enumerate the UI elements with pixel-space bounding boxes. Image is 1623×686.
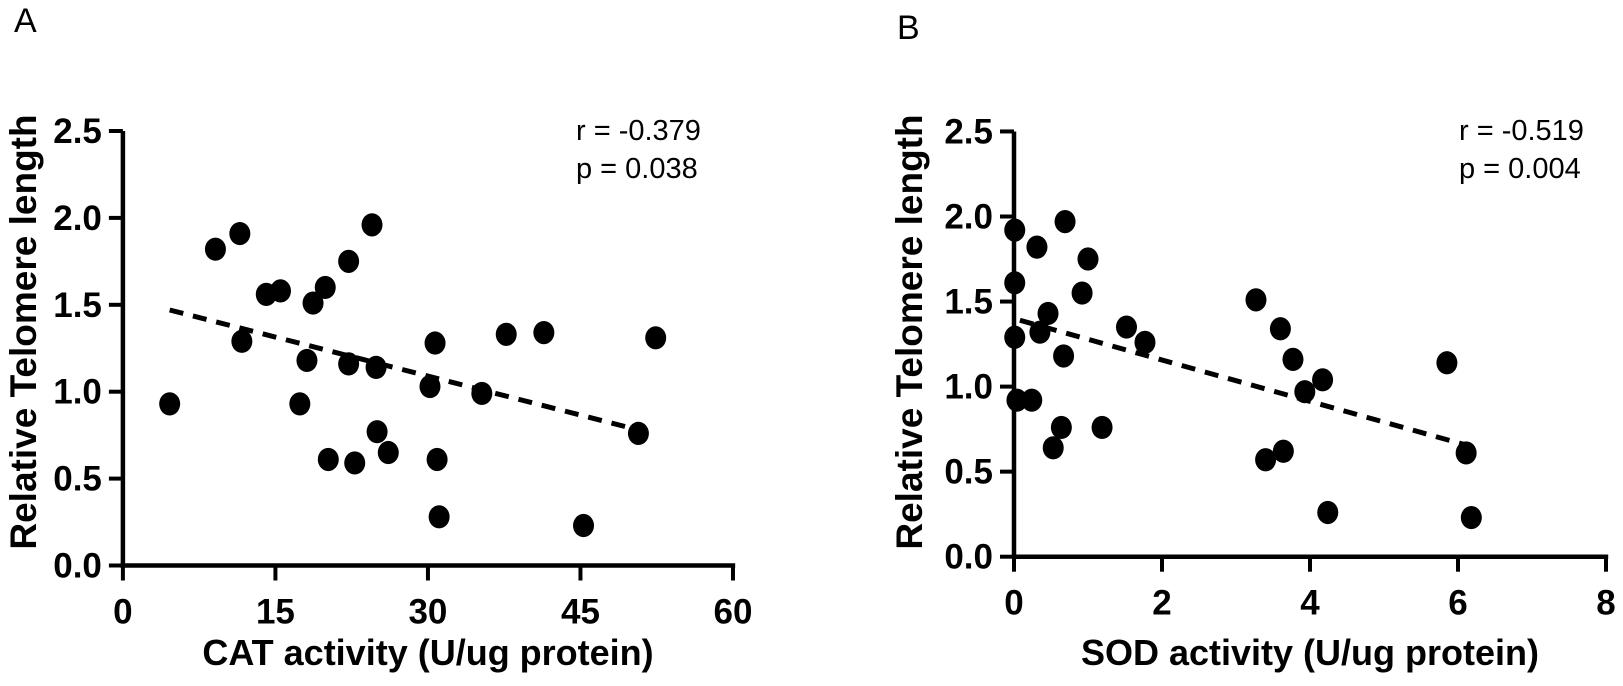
y-tick-label: 2.0 [944,198,993,237]
data-point [1294,380,1316,404]
data-point [338,249,360,273]
data-point [365,355,387,379]
x-tick-label: 4 [1300,584,1320,623]
panel-a-r-value: r = -0.379 [576,115,701,147]
data-point [573,513,595,538]
data-point [204,237,226,261]
data-point [1245,288,1267,312]
data-point [1460,505,1482,530]
panel-a-stats: r = -0.379 p = 0.038 [576,112,701,188]
y-tick-label: 2.5 [944,112,993,151]
data-point [229,221,251,246]
data-point [1269,317,1291,341]
y-tick-label: 2.5 [53,112,102,151]
data-point [1436,351,1458,375]
data-point [1054,210,1076,234]
data-point [270,279,292,303]
x-tick-label: 30 [408,593,447,632]
x-tick-label: 0 [1004,584,1023,623]
x-tick-label: 45 [561,593,600,632]
data-point [302,291,324,315]
data-point [645,326,667,350]
data-point [1004,325,1026,349]
x-tick-label: 6 [1448,584,1467,623]
data-point [533,321,555,345]
y-tick-label: 1.5 [944,283,993,322]
data-point [1115,315,1137,339]
data-point [419,374,441,399]
panel-b-r-value: r = -0.519 [1459,115,1584,147]
data-point [289,392,311,416]
data-point [1021,388,1043,412]
panel-a-y-axis-title: Relative Telomere length [3,114,44,550]
panel-b-stats: r = -0.519 p = 0.004 [1459,112,1584,188]
data-point [1077,247,1099,271]
data-point [1091,415,1113,440]
data-point [1042,436,1064,460]
data-point [159,392,181,416]
y-tick-label: 1.0 [944,368,993,407]
data-point [1312,368,1334,392]
data-point [231,329,253,353]
data-point [1029,320,1051,344]
panel-b-y-axis-title: Relative Telomere length [889,114,930,550]
panel-b-label: B [897,9,920,47]
data-point [471,381,493,406]
data-point [361,213,383,237]
data-point [366,420,388,444]
panel-a-x-axis-title: CAT activity (U/ug protein) [202,632,654,673]
data-point [377,440,399,465]
data-point [495,322,517,346]
data-point [424,331,446,355]
data-point [296,348,318,373]
data-point [1455,441,1477,465]
data-point [1071,281,1093,305]
x-tick-label: 2 [1152,584,1171,623]
data-point [1004,218,1026,242]
trend-line [169,307,640,433]
x-tick-label: 0 [113,593,132,632]
trend-line [1019,317,1465,447]
y-tick-label: 2.0 [53,199,102,238]
y-tick-label: 1.0 [53,373,102,412]
data-point [338,352,360,376]
y-tick-label: 0.0 [944,538,993,577]
data-point [1006,388,1028,412]
data-point [314,275,336,300]
data-point [1004,271,1026,295]
x-tick-label: 60 [714,593,753,632]
data-point [627,421,649,446]
data-point [344,451,366,475]
panel-a-p-value: p = 0.038 [576,153,698,185]
data-point [1050,415,1072,440]
data-point [1272,439,1294,463]
data-point [1134,330,1156,354]
data-point [1037,301,1059,326]
data-point [1026,235,1048,259]
x-tick-label: 15 [256,593,295,632]
data-point [317,447,339,472]
data-point [428,505,450,529]
y-tick-label: 0.5 [53,460,102,499]
data-point [1053,344,1075,368]
y-tick-label: 0.0 [53,547,102,586]
x-tick-label: 8 [1596,584,1615,623]
panel-b-p-value: p = 0.004 [1459,153,1581,185]
data-point [1317,500,1339,525]
y-tick-label: 0.5 [944,453,993,492]
data-point [1282,347,1304,371]
data-point [426,447,448,472]
panel-b-x-axis-title: SOD activity (U/ug protein) [1080,632,1540,673]
data-point [1255,448,1277,472]
y-tick-label: 1.5 [53,286,102,325]
panel-a-label: A [14,2,37,40]
